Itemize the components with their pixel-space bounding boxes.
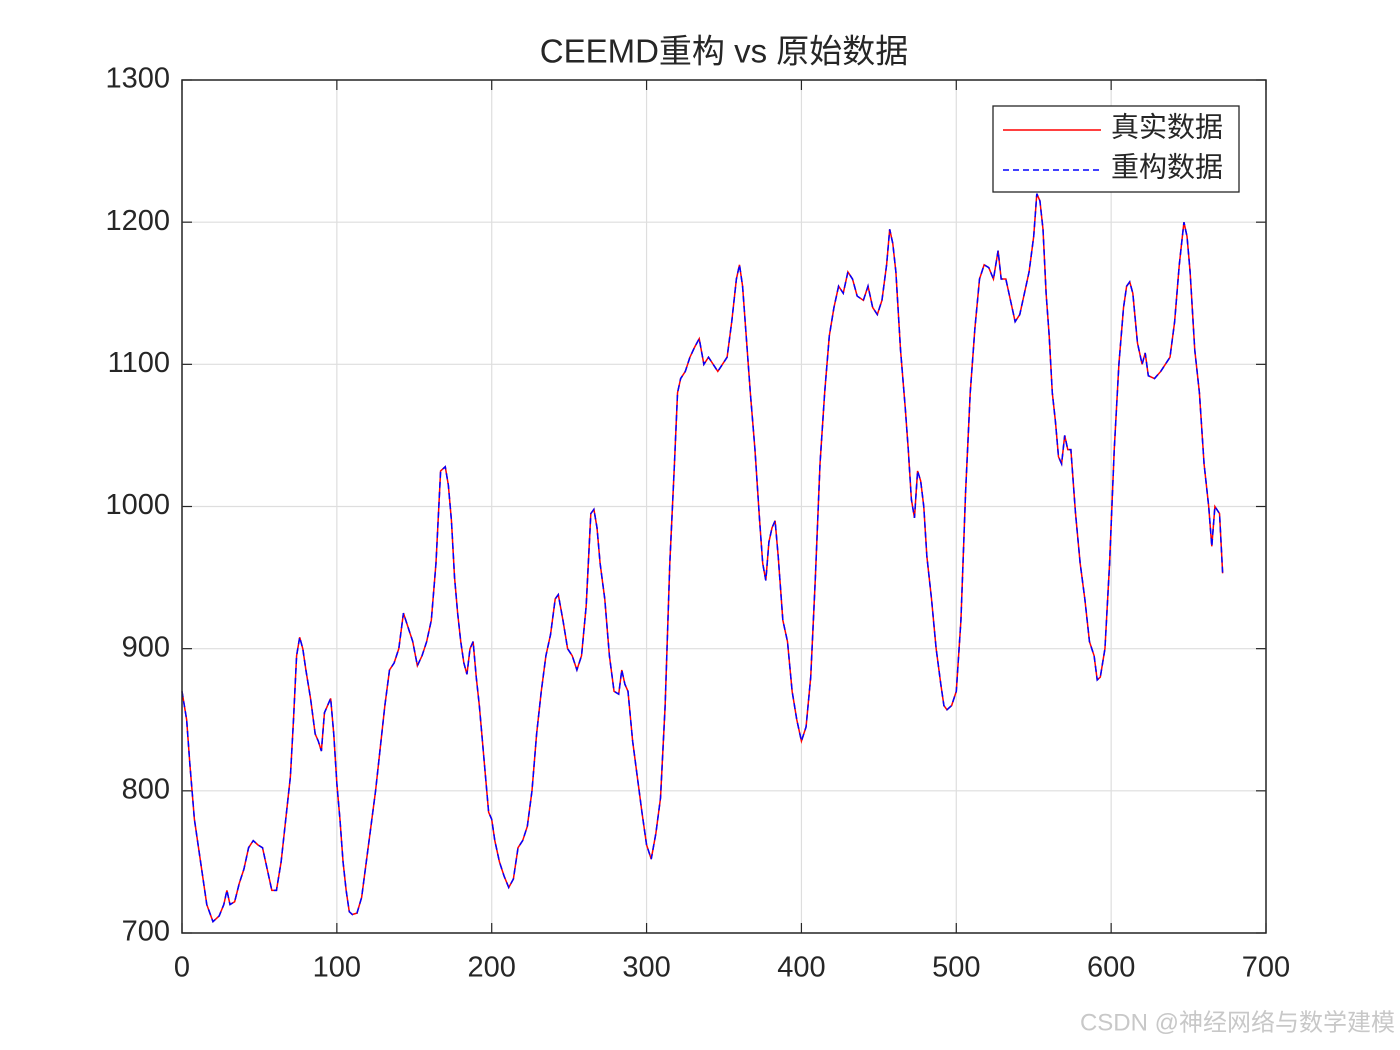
y-tick-label: 1000 <box>105 489 170 521</box>
x-tick-label: 500 <box>932 952 980 984</box>
y-tick-label: 800 <box>122 773 170 805</box>
x-tick-label: 600 <box>1087 952 1135 984</box>
y-tick-label: 1100 <box>108 347 170 379</box>
y-tick-label: 1200 <box>105 205 170 237</box>
watermark: CSDN @神经网络与数学建模 <box>1080 1009 1395 1036</box>
x-tick-label: 100 <box>313 952 361 984</box>
y-tick-label: 700 <box>122 916 170 948</box>
x-tick-label: 400 <box>777 952 825 984</box>
y-tick-label: 1300 <box>105 63 170 95</box>
legend-label: 真实数据 <box>1111 111 1223 143</box>
plot-frame <box>181 79 1267 934</box>
x-tick-label: 200 <box>468 952 516 984</box>
chart-title: CEEMD重构 vs 原始数据 <box>540 33 909 70</box>
legend-label: 重构数据 <box>1111 151 1223 183</box>
data-line <box>181 193 1224 923</box>
y-tick-label: 900 <box>122 631 170 663</box>
legend-box <box>992 105 1240 193</box>
x-tick-label: 700 <box>1242 952 1290 984</box>
x-tick-label: 300 <box>622 952 670 984</box>
x-tick-label: 0 <box>174 952 190 984</box>
